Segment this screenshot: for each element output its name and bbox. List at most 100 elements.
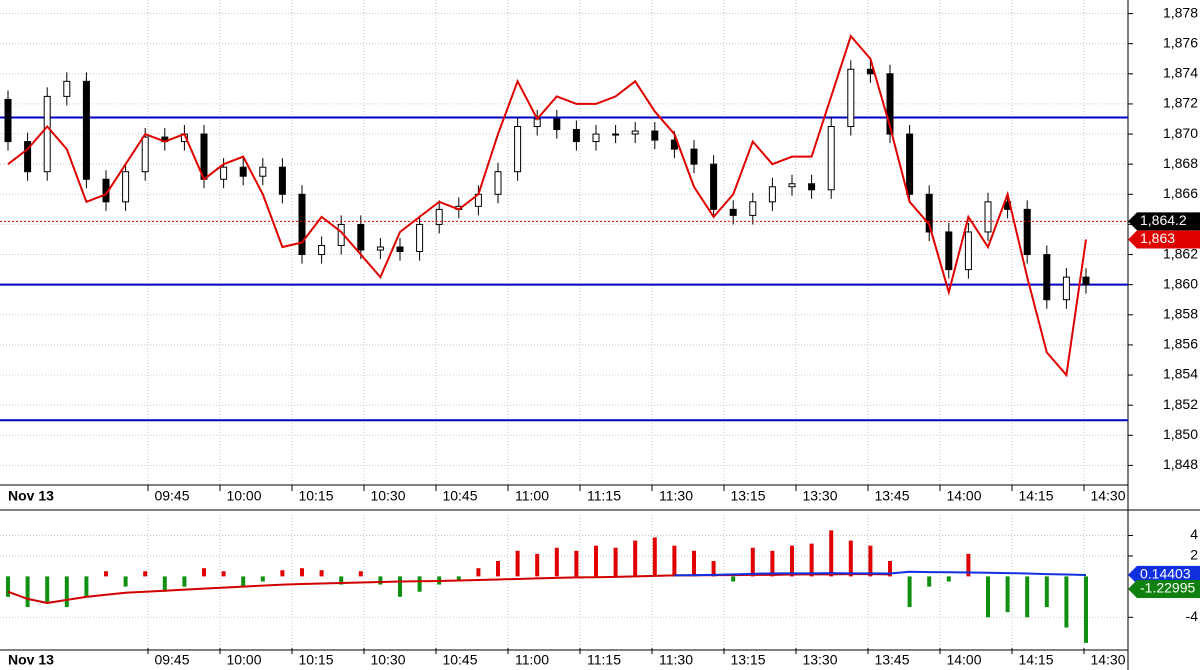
x-tick-label: 11:30 (659, 488, 693, 504)
bar (162, 576, 167, 592)
candle-body (553, 118, 561, 131)
y-tick-label: 1,872 (1163, 95, 1198, 111)
candle-body (220, 166, 228, 180)
candle-body (357, 223, 365, 251)
bar (1064, 576, 1069, 628)
x-tick-label: 10:30 (370, 652, 405, 668)
bar (946, 576, 951, 582)
price-marker-label: 1,863 (1140, 230, 1175, 246)
candle-body (278, 166, 286, 195)
candle-body (651, 130, 659, 141)
y-tick-label: 1,856 (1163, 336, 1198, 352)
candle-body (259, 166, 267, 177)
candle-body (514, 126, 522, 173)
candle-body (435, 208, 443, 225)
x-tick-label: 10:45 (442, 488, 477, 504)
price-marker (1128, 212, 1200, 231)
y-tick-label: 1,876 (1163, 34, 1198, 50)
candle-body (1023, 208, 1031, 256)
bar (672, 545, 677, 577)
bar (809, 543, 814, 577)
bar (476, 568, 481, 577)
bar (731, 576, 736, 582)
bar (496, 561, 500, 577)
x-tick-label: 13:30 (802, 652, 837, 668)
bar (339, 576, 344, 585)
x-tick-label: 09:45 (154, 652, 189, 668)
x-tick-label: 11:30 (659, 652, 693, 668)
x-tick-label: 11:00 (515, 488, 549, 504)
bar (6, 576, 10, 597)
bar (417, 576, 422, 592)
bar (202, 568, 206, 577)
price-marker (1128, 565, 1200, 584)
indicator-line (7, 34, 1087, 378)
candle-body (612, 133, 620, 136)
candle-body (376, 246, 384, 251)
x-tick-label: 10:15 (298, 652, 333, 668)
price-marker-label: 1,864.2 (1140, 212, 1187, 228)
bar (829, 530, 834, 577)
candle-body (572, 129, 580, 143)
bar (515, 550, 520, 577)
bar (123, 576, 128, 587)
candle-body (768, 186, 776, 203)
bar (907, 576, 912, 608)
y-tick-label: 1,866 (1163, 185, 1198, 201)
bar (45, 576, 50, 602)
price-marker-label: -1.22995 (1140, 580, 1195, 596)
candle-body (318, 245, 326, 256)
x-tick-label: 14:15 (1018, 652, 1053, 668)
candle-body (494, 171, 502, 195)
bar (280, 570, 285, 577)
candle-body (82, 80, 90, 180)
candle-body (925, 193, 933, 233)
bar (398, 576, 402, 597)
bar (64, 576, 69, 608)
candle-body (298, 193, 306, 256)
candle-body (1082, 276, 1090, 286)
candle-body (729, 208, 737, 216)
x-tick-label: 14:15 (1018, 488, 1053, 504)
indicator-line (674, 570, 1087, 577)
candle-body (906, 133, 914, 195)
bar (84, 576, 89, 597)
bar (319, 570, 324, 577)
bar (241, 576, 246, 587)
y-tick-label: 1,858 (1163, 306, 1198, 322)
bar (868, 545, 873, 577)
candle-body (1043, 254, 1051, 301)
candle-body (122, 171, 130, 203)
x-tick-label: 14:00 (946, 652, 981, 668)
candle-body (24, 141, 32, 173)
bar (1025, 576, 1030, 618)
candle-body (416, 223, 424, 253)
x-tick-label: 11:15 (587, 652, 621, 668)
y-tick-label: 1,870 (1163, 125, 1198, 141)
bar (456, 576, 461, 582)
bar (692, 550, 696, 577)
x-tick-label: Nov 13 (8, 652, 54, 668)
bar (633, 540, 638, 577)
bar (966, 553, 971, 577)
candle-body (63, 80, 71, 97)
x-tick-label: 11:00 (515, 652, 549, 668)
y-tick-label: 1,874 (1163, 65, 1198, 81)
bar (574, 550, 579, 577)
x-tick-label: 10:00 (226, 488, 261, 504)
bar (182, 576, 187, 587)
candle-body (984, 201, 992, 233)
candle-body (592, 133, 600, 143)
candle-body (808, 183, 816, 191)
candle-body (710, 163, 718, 210)
bar (652, 537, 657, 577)
x-tick-label: 10:00 (226, 652, 261, 668)
y-tick-label: 1,852 (1163, 396, 1198, 412)
x-tick-label: 14:30 (1090, 652, 1125, 668)
candle-body (43, 95, 51, 173)
x-tick-label: 14:00 (946, 488, 981, 504)
x-tick-label: 11:15 (587, 488, 621, 504)
candle-body (886, 73, 894, 135)
